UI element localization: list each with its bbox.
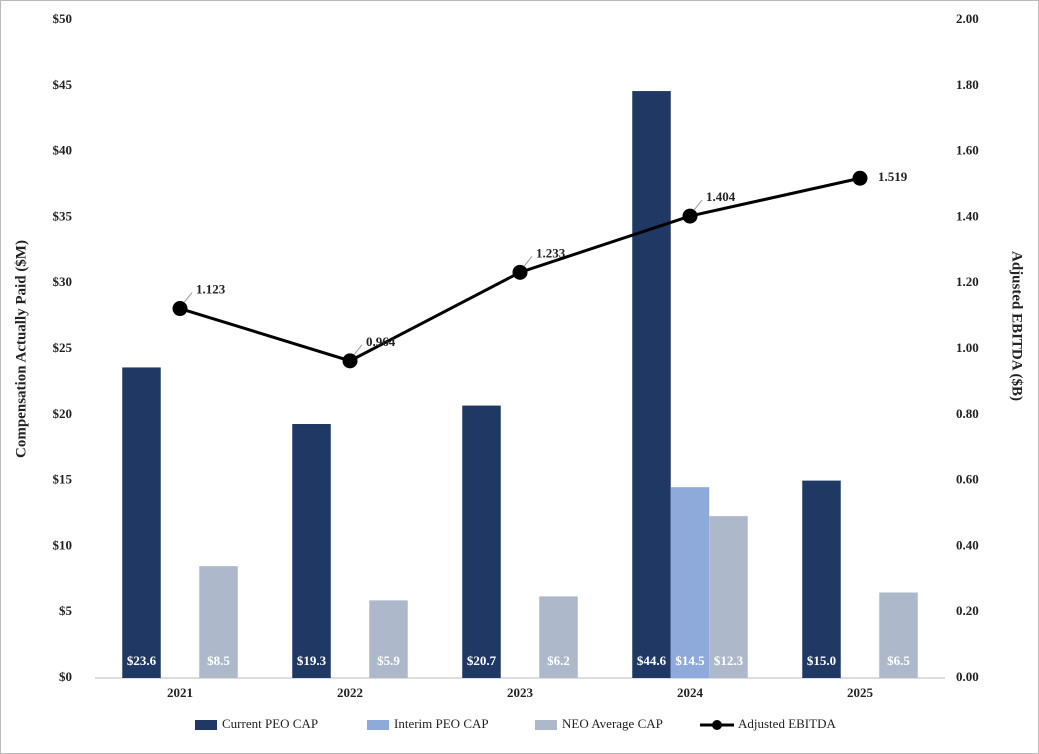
data-label: $20.7 <box>467 653 497 668</box>
line-marker <box>342 353 358 369</box>
legend-swatch <box>195 720 217 730</box>
y2-tick-label: 1.20 <box>956 274 979 289</box>
legend-label: Current PEO CAP <box>222 716 318 731</box>
y2-tick-label: 1.60 <box>956 143 979 158</box>
y-axis-title: Compensation Actually Paid ($M) <box>13 240 29 458</box>
legend-swatch <box>535 720 557 730</box>
x-tick-label: 2023 <box>507 685 534 700</box>
y-tick-label: $25 <box>53 340 73 355</box>
y2-tick-label: 0.20 <box>956 603 979 618</box>
leader-line <box>523 256 533 267</box>
y2-tick-label: 1.40 <box>956 208 979 223</box>
y2-tick-label: 0.80 <box>956 406 979 421</box>
y-tick-label: $50 <box>53 11 73 26</box>
line-marker <box>682 208 698 224</box>
y2-tick-label: 0.00 <box>956 669 979 684</box>
data-label: $15.0 <box>807 653 836 668</box>
data-label: 0.964 <box>366 334 396 349</box>
bar <box>879 592 918 678</box>
x-tick-label: 2021 <box>167 685 193 700</box>
bar <box>802 480 841 678</box>
y-tick-label: $45 <box>53 77 73 92</box>
data-label: 1.233 <box>536 245 566 260</box>
leader-line <box>183 292 193 303</box>
legend-swatch <box>712 720 722 730</box>
bar <box>122 367 161 678</box>
data-label: $5.9 <box>377 653 400 668</box>
data-label: $6.5 <box>887 653 910 668</box>
bar <box>539 596 578 678</box>
legend-label: Adjusted EBITDA <box>738 716 836 731</box>
data-label: $44.6 <box>637 653 667 668</box>
y-tick-label: $0 <box>59 669 72 684</box>
y-tick-label: $35 <box>53 208 73 223</box>
line-marker <box>172 301 188 317</box>
bar <box>670 487 710 678</box>
data-label: 1.123 <box>196 282 226 297</box>
line-marker <box>512 264 528 280</box>
y-tick-label: $5 <box>59 603 73 618</box>
y2-tick-label: 0.40 <box>956 537 979 552</box>
y-tick-label: $30 <box>53 274 73 289</box>
data-label: $8.5 <box>207 653 230 668</box>
x-tick-label: 2022 <box>337 685 363 700</box>
legend-label: Interim PEO CAP <box>394 716 489 731</box>
x-tick-label: 2024 <box>677 685 704 700</box>
y2-tick-label: 0.60 <box>956 472 979 487</box>
leader-line <box>353 344 363 356</box>
y-tick-label: $10 <box>53 537 73 552</box>
y-tick-label: $40 <box>53 143 73 158</box>
bar <box>369 600 408 678</box>
x-tick-label: 2025 <box>847 685 874 700</box>
line-marker <box>852 170 868 186</box>
y-tick-label: $20 <box>53 406 73 421</box>
y2-axis-title: Adjusted EBITDA ($B) <box>1009 251 1025 401</box>
bar <box>709 516 748 678</box>
bar <box>199 566 238 678</box>
data-label: 1.519 <box>878 169 908 184</box>
data-label: $23.6 <box>127 653 157 668</box>
leader-line <box>693 199 703 211</box>
bar <box>462 405 501 678</box>
data-label: $6.2 <box>547 653 570 668</box>
data-label: $19.3 <box>297 653 327 668</box>
bar <box>632 91 671 678</box>
y-tick-label: $15 <box>53 472 73 487</box>
data-label: 1.404 <box>706 189 736 204</box>
legend-label: NEO Average CAP <box>562 716 663 731</box>
bar <box>292 424 331 678</box>
y2-tick-label: 2.00 <box>956 11 979 26</box>
data-label: $12.3 <box>714 653 744 668</box>
data-label: $14.5 <box>675 653 705 668</box>
y2-tick-label: 1.80 <box>956 77 979 92</box>
legend-swatch <box>367 720 389 730</box>
y2-tick-label: 1.00 <box>956 340 979 355</box>
